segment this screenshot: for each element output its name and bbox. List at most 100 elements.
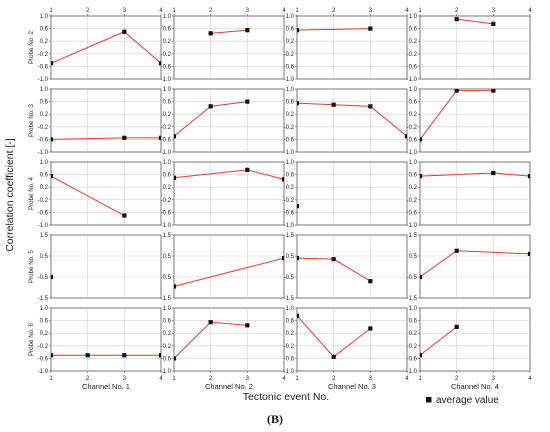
y-tick-label: -0.6 [284,210,295,216]
x-tick-label-top: 1 [49,8,53,14]
y-tick-label: 1.0 [40,87,49,93]
panel-frame-r5-c3 [296,307,408,372]
data-point-marker [454,17,459,22]
data-point-marker [297,313,300,318]
y-tick-label: 0.2 [286,112,295,118]
x-axis-title: Tectonic event No. [243,391,329,403]
row-label-probe: Probe No. 5 [28,249,35,283]
data-point-marker [208,320,213,325]
panel-frame-r3-c1 [50,161,162,226]
y-tick-label: 1.0 [163,14,172,20]
y-tick-label: 0.6 [286,319,295,325]
y-tick-label: -0.2 [38,344,49,350]
y-tick-label: -0.2 [161,52,172,58]
y-tick-label: -1.0 [161,223,172,229]
x-tick-label-bottom: 2 [86,376,90,382]
y-tick-label: -0.5 [284,275,295,281]
data-point-marker [454,248,459,253]
data-point-marker [420,274,423,280]
data-point-marker [51,137,54,142]
data-point-marker [158,135,161,140]
data-point-marker [51,174,54,179]
y-tick-label: -0.6 [407,64,418,70]
row-label-probe: Probe No. 3 [28,103,35,137]
y-tick-label: 1.0 [40,160,49,166]
y-tick-label: 0.6 [286,100,295,106]
data-point-marker [174,284,177,289]
row-label-probe: Probe No. 2 [28,30,35,64]
data-point-marker [281,256,284,261]
data-point-marker [174,134,177,139]
data-point-marker [454,89,459,93]
panel-frame-r5-c2 [173,307,285,372]
panel-frame-r2-c3 [296,88,408,153]
x-tick-label-top: 3 [492,8,496,14]
y-tick-label: 0.2 [40,185,49,191]
y-tick-label: 0.6 [409,319,418,325]
data-point-marker [174,175,177,180]
x-tick-label-top: 1 [418,8,422,14]
data-point-marker [122,135,127,140]
y-tick-label: -1.5 [284,296,295,302]
data-point-marker [245,99,250,104]
series-line [174,257,284,287]
panel-frame-r1-c4 [419,15,531,80]
data-point-marker [331,102,336,107]
y-tick-label: 0.5 [409,254,418,260]
y-tick-label: 0.6 [40,319,49,325]
x-tick-label-top: 3 [369,8,373,14]
series-line [297,102,407,137]
data-point-marker [51,61,54,66]
data-point-marker [281,177,284,182]
data-point-marker [122,29,127,34]
data-point-marker [420,174,423,179]
x-tick-label-top: 2 [455,8,459,14]
y-tick-label: -0.2 [284,52,295,58]
y-tick-label: -1.5 [161,296,172,302]
panel-frame-r1-c2 [173,15,285,80]
series-line [420,326,457,356]
panel-frame-r1-c3 [296,15,408,80]
panel-frame-r4-c4 [419,234,531,299]
y-tick-label: -0.5 [38,275,49,281]
x-tick-label-top: 4 [159,8,163,14]
data-point-marker [454,324,459,329]
data-point-marker [51,274,54,280]
y-tick-label: 0.6 [40,27,49,33]
y-tick-label: -0.6 [284,64,295,70]
y-tick-label: -0.2 [161,198,172,204]
data-point-marker [368,279,373,284]
panel-frame-r2-c4 [419,88,531,153]
series-line [297,28,371,31]
y-tick-label: 1.5 [409,233,418,239]
y-tick-label: -1.0 [161,77,172,83]
y-tick-label: 0.6 [163,173,172,179]
y-tick-label: 1.0 [286,306,295,312]
series-line [210,29,248,34]
y-tick-label: -0.2 [407,344,418,350]
row-label-probe: Probe No. 4 [28,176,35,210]
y-tick-label: 0.2 [286,39,295,45]
y-tick-label: 1.5 [40,233,49,239]
x-tick-label-top: 2 [86,8,90,14]
data-point-marker [368,326,373,331]
data-point-marker [158,61,161,66]
y-tick-label: -1.0 [407,77,418,83]
data-point-marker [122,213,127,218]
x-tick-label-bottom: 1 [49,376,53,382]
y-tick-label: -1.0 [38,223,49,229]
legend-marker [426,397,432,403]
y-tick-label: 0.6 [409,27,418,33]
x-tick-label-bottom: 4 [528,376,532,382]
y-tick-label: 0.2 [40,331,49,337]
x-tick-label-top: 3 [246,8,250,14]
figure-label: (B) [267,412,283,426]
y-tick-label: -1.0 [161,369,172,375]
y-tick-label: 1.0 [286,87,295,93]
data-point-marker [245,167,250,172]
y-tick-label: 0.2 [163,112,172,118]
x-tick-label-top: 1 [172,8,176,14]
x-tick-label-bottom: 2 [332,376,336,382]
data-point-marker [245,323,250,328]
y-tick-label: -1.0 [161,150,172,156]
